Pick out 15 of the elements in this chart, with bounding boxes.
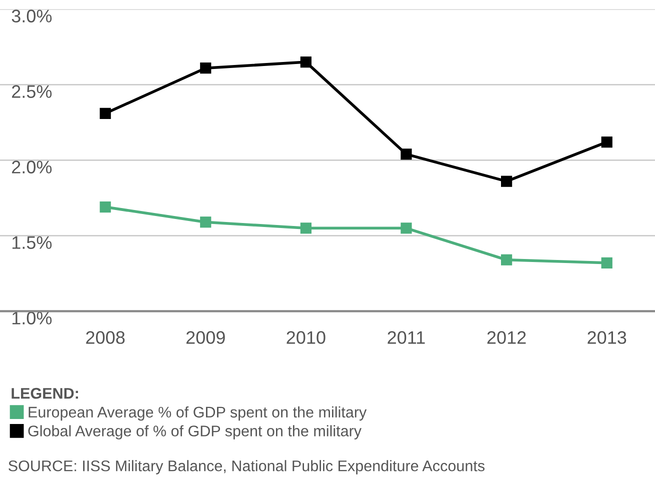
source-note: SOURCE: IISS Military Balance, National Public Expenditure Accounts [8,460,485,474]
y-tick-label: 2.5% [12,85,52,98]
y-tick-label: 2.0% [12,160,52,174]
legend-label: European Average % of GDP spent on the military [28,406,367,421]
legend-title: LEGEND: [12,388,78,399]
y-tick-label: 1.5% [12,236,52,249]
x-tick-label: 2012 [487,331,526,344]
x-tick-label: 2009 [186,331,225,344]
y-tick-label: 1.0% [12,312,52,324]
x-tick-label: 2008 [86,331,125,344]
y-tick-label: 3.0% [12,10,52,22]
x-tick-label: 2011 [388,331,425,344]
legend-label: Global Average of % of GDP spent on the military [28,425,362,440]
x-tick-label: 2013 [588,331,626,344]
x-tick-label: 2010 [286,331,326,344]
